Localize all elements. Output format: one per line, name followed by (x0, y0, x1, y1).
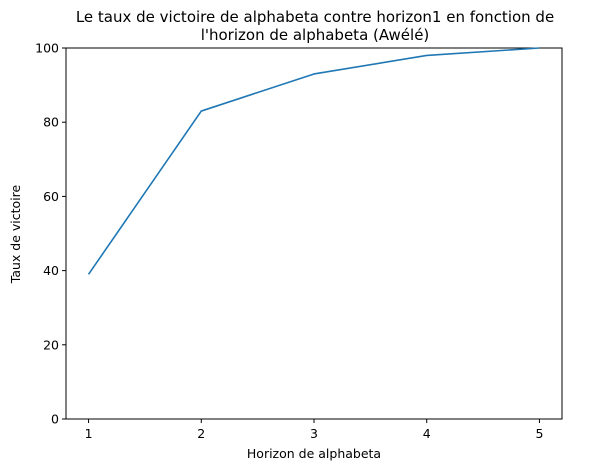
y-tick-label: 0 (51, 412, 59, 427)
x-tick-label: 4 (423, 426, 431, 441)
x-axis-label: Horizon de alphabeta (247, 446, 381, 461)
x-tick-label: 1 (85, 426, 93, 441)
x-tick-label: 3 (310, 426, 318, 441)
y-tick-label: 60 (43, 189, 59, 204)
y-tick-label: 80 (43, 115, 59, 130)
chart-title-line-2: l'horizon de alphabeta (Awélé) (201, 26, 430, 44)
y-tick-label: 40 (43, 263, 59, 278)
y-tick-label: 20 (43, 337, 59, 352)
y-axis-label: Taux de victoire (8, 184, 23, 284)
x-axis-ticks: 1 2 3 4 5 (85, 419, 543, 441)
plot-area (65, 47, 563, 420)
x-tick-label: 5 (535, 426, 543, 441)
y-tick-label: 100 (35, 41, 59, 56)
chart-title-line-1: Le taux de victoire de alphabeta contre … (76, 8, 554, 26)
series-layer (87, 47, 540, 275)
y-axis-ticks: 0 20 40 60 80 100 (35, 41, 66, 427)
x-tick-label: 2 (197, 426, 205, 441)
